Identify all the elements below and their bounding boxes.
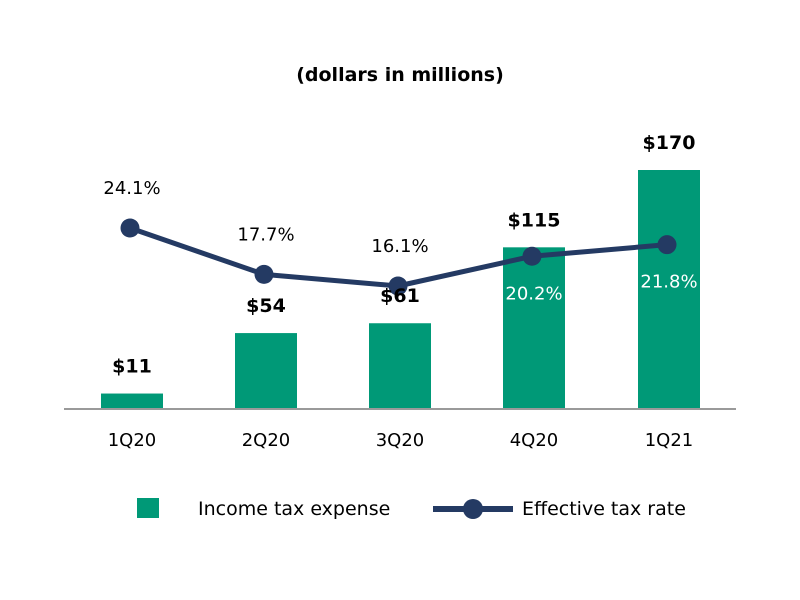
rate-point-4q20: [522, 246, 542, 266]
bar-2q20: [235, 333, 297, 409]
labels-layer: $11 $54 $61 $115 $170 24.1% 17.7% 16.1% 20.2% 21.…: [103, 132, 697, 378]
x-tick-label-1q21: 1Q21: [645, 430, 694, 451]
bars-layer: [101, 170, 700, 409]
x-tick-label-3q20: 3Q20: [376, 430, 425, 451]
x-tick-label-2q20: 2Q20: [242, 430, 291, 451]
rate-point-3q20: [388, 276, 408, 296]
bar-1q21: [638, 170, 700, 409]
bar-value-label-2q20: $54: [246, 295, 286, 317]
rate-point-1q20: [120, 218, 140, 238]
legend-label-income-tax-expense: Income tax expense: [198, 498, 390, 520]
rate-point-1q21: [657, 235, 677, 255]
rate-value-label-1q21: 21.8%: [640, 272, 697, 293]
bar-3q20: [369, 323, 431, 409]
rate-value-label-1q20: 24.1%: [103, 178, 160, 199]
bar-1q20: [101, 393, 163, 409]
legend: Income tax expense Effective tax rate: [137, 498, 686, 520]
legend-label-effective-tax-rate: Effective tax rate: [522, 498, 686, 520]
legend-swatch-effective-tax-rate-marker: [463, 499, 483, 519]
bar-4q20: [503, 247, 565, 409]
rate-point-2q20: [254, 264, 274, 284]
rate-value-label-4q20: 20.2%: [505, 283, 562, 304]
bar-value-label-3q20: $61: [380, 285, 420, 307]
rate-value-label-3q20: 16.1%: [371, 236, 428, 257]
legend-swatch-income-tax-expense: [137, 498, 159, 518]
bar-value-label-4q20: $115: [508, 209, 561, 231]
x-tick-label-1q20: 1Q20: [108, 430, 157, 451]
ticks-layer: 1Q20 2Q20 3Q20 4Q20 1Q21: [108, 430, 694, 451]
chart-subtitle: (dollars in millions): [296, 64, 504, 86]
bar-value-label-1q21: $170: [643, 132, 696, 154]
bar-value-label-1q20: $11: [112, 356, 152, 378]
line-layer: [120, 218, 677, 296]
rate-value-label-2q20: 17.7%: [237, 224, 294, 245]
x-tick-label-4q20: 4Q20: [510, 430, 559, 451]
